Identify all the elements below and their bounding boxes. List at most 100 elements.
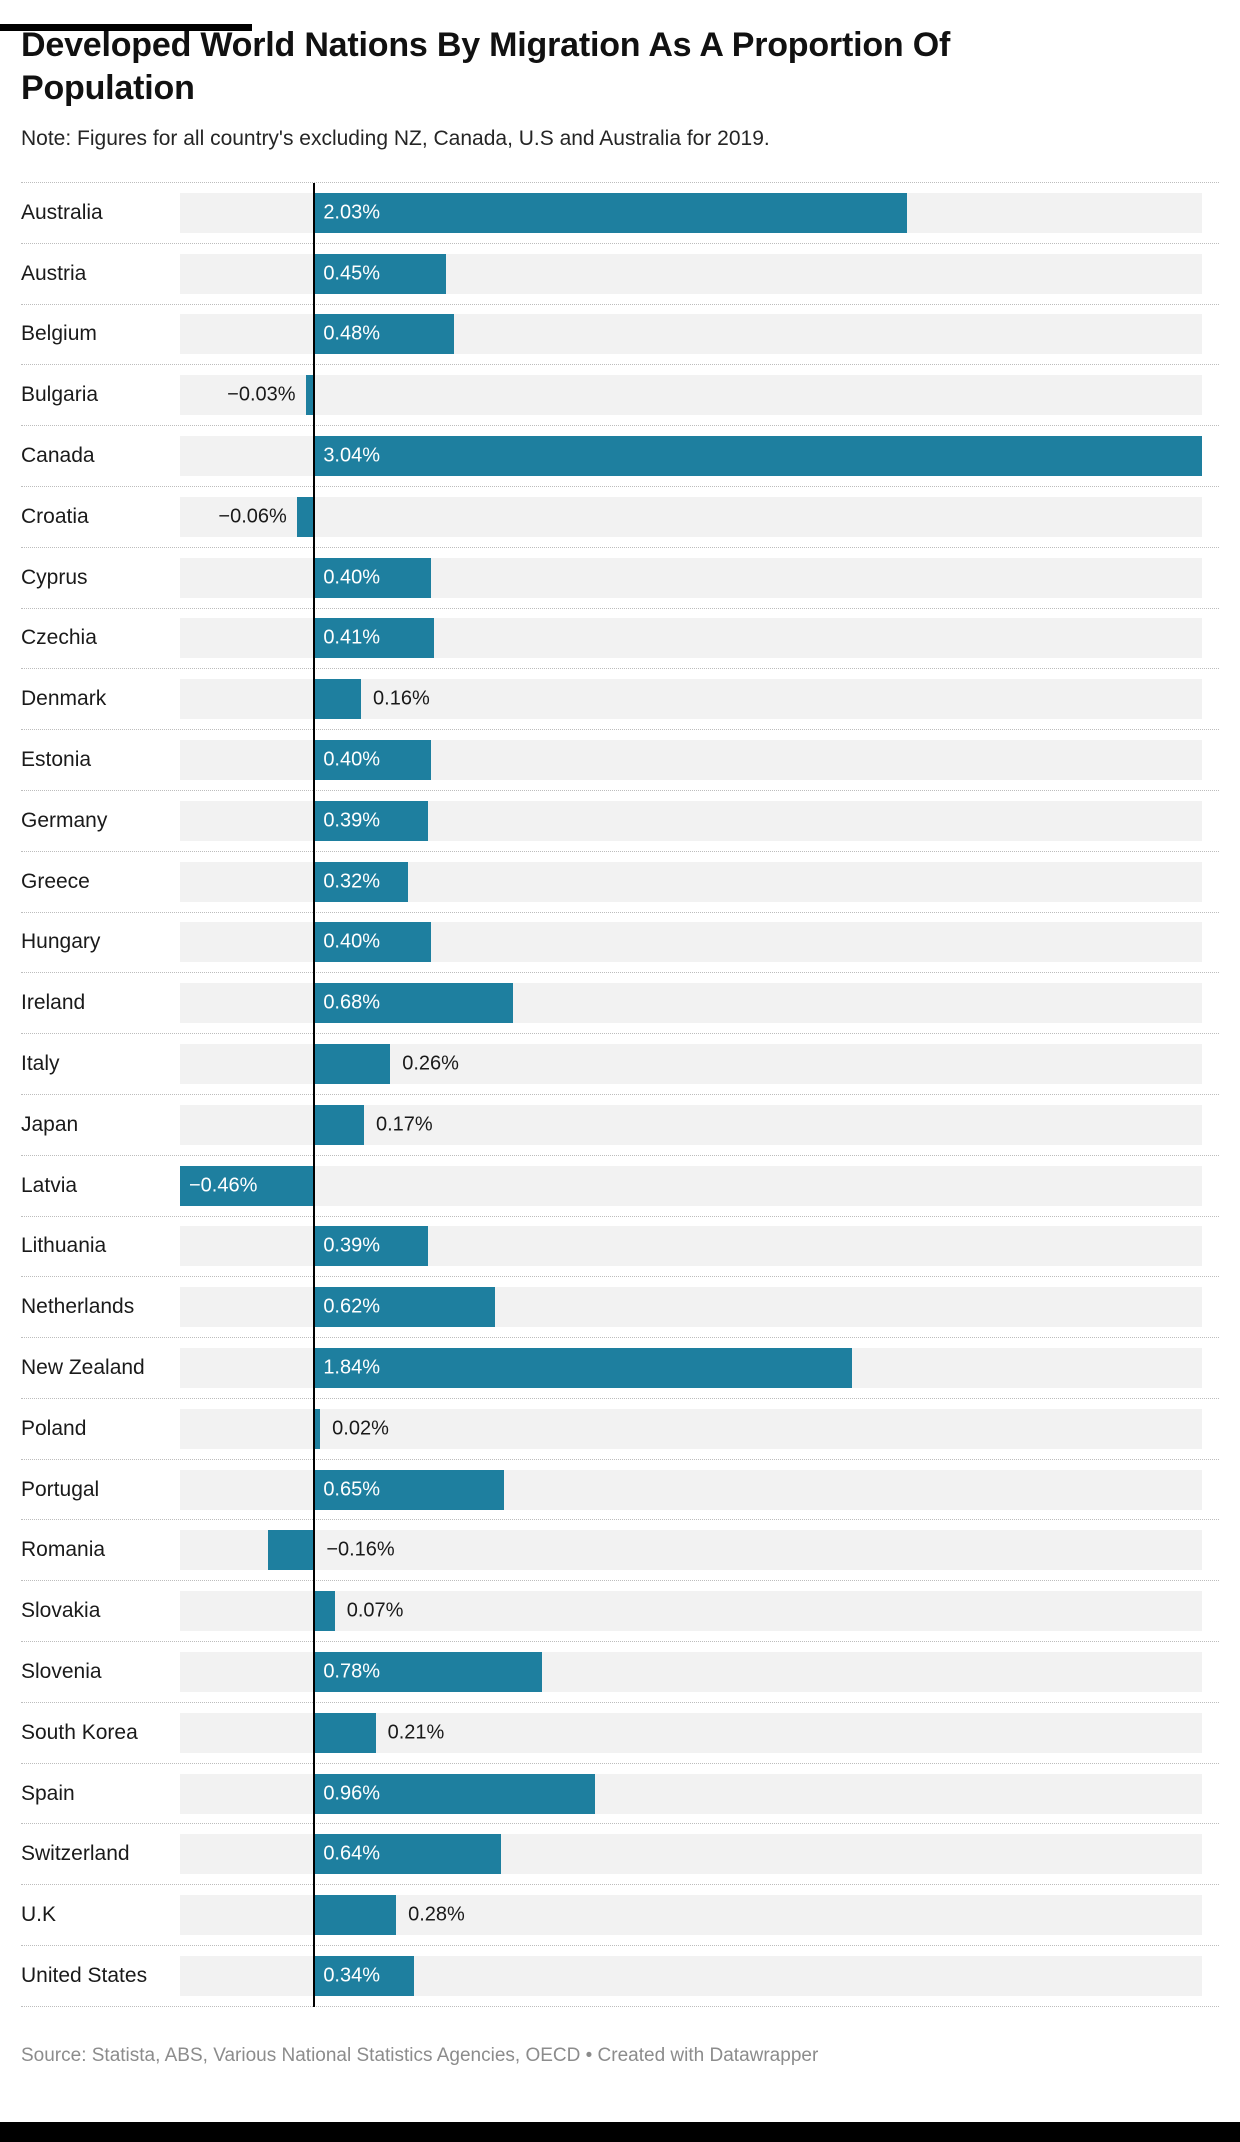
value-label: 0.96%	[323, 1782, 381, 1805]
bar-track: 0.39%	[180, 800, 1202, 841]
chart-row: Germany 0.39%	[21, 791, 1219, 852]
chart-row: Cyprus 0.40%	[21, 548, 1219, 609]
bar[interactable]	[314, 1226, 429, 1267]
country-label: Romania	[21, 1538, 106, 1562]
bar[interactable]	[314, 1287, 496, 1328]
bar[interactable]	[314, 436, 1202, 477]
chart-row: Romania −0.16%	[21, 1520, 1219, 1582]
bar[interactable]	[314, 1895, 397, 1936]
bar[interactable]	[314, 800, 429, 841]
bar[interactable]	[314, 314, 455, 355]
bar[interactable]	[180, 1165, 315, 1206]
bar-track: 2.03%	[180, 192, 1202, 233]
bar[interactable]	[314, 1044, 391, 1084]
country-label: United States	[21, 1963, 148, 1987]
country-label: Slovakia	[21, 1599, 101, 1623]
value-label: 0.39%	[323, 1234, 381, 1257]
country-label: Portugal	[21, 1477, 100, 1501]
country-label: Denmark	[21, 687, 107, 711]
chart-row: Ireland 0.68%	[21, 973, 1219, 1035]
value-label: 0.32%	[323, 870, 381, 893]
bar-track: 0.28%	[180, 1895, 1202, 1936]
bar[interactable]	[314, 922, 432, 963]
top-edge-strip	[0, 24, 252, 31]
bar[interactable]	[314, 740, 432, 781]
chart-row: Austria 0.45%	[21, 244, 1219, 305]
chart-row: Australia 2.03%	[21, 183, 1219, 244]
value-label: −0.16%	[326, 1538, 395, 1561]
bar[interactable]	[314, 192, 908, 233]
chart-row: Hungary 0.40%	[21, 913, 1219, 974]
bar[interactable]	[314, 1408, 321, 1449]
bar[interactable]	[314, 1469, 505, 1510]
bar[interactable]	[314, 679, 362, 720]
source-footer: Source: Statista, ABS, Various National …	[21, 2044, 819, 2066]
country-label: Switzerland	[21, 1842, 130, 1866]
bar-track: 0.45%	[180, 253, 1202, 294]
bar-track: 0.68%	[180, 983, 1202, 1024]
value-label: 0.40%	[323, 930, 381, 953]
bar-track: 0.26%	[180, 1044, 1202, 1084]
chart-title: Developed World Nations By Migration As …	[21, 26, 951, 107]
chart-row: Croatia −0.06%	[21, 487, 1219, 548]
country-label: Italy	[21, 1052, 60, 1075]
chart-row: Estonia 0.40%	[21, 730, 1219, 791]
bar-track: −0.46%	[180, 1165, 1202, 1206]
bar-track: 1.84%	[180, 1347, 1202, 1388]
country-label: Netherlands	[21, 1295, 135, 1319]
value-label: 0.07%	[346, 1599, 404, 1622]
bar-track: −0.16%	[180, 1530, 1202, 1571]
bar-track: 0.02%	[180, 1408, 1202, 1449]
value-label: 0.45%	[323, 262, 381, 285]
bar[interactable]	[314, 253, 446, 294]
country-label: Canada	[21, 444, 95, 468]
chart-row: Latvia −0.46%	[21, 1156, 1219, 1217]
chart-row: Belgium 0.48%	[21, 305, 1219, 366]
bar[interactable]	[314, 618, 435, 659]
country-label: Poland	[21, 1416, 87, 1440]
value-label: 0.62%	[323, 1295, 381, 1318]
chart-row: Japan 0.17%	[21, 1095, 1219, 1156]
bar[interactable]	[296, 496, 315, 537]
value-label: −0.03%	[227, 383, 296, 406]
country-label: Japan	[21, 1112, 79, 1136]
bar[interactable]	[314, 1347, 852, 1388]
bar[interactable]	[314, 1712, 376, 1753]
bar-chart: Australia 2.03% Austria 0.45% Belgium 0.…	[21, 181, 1219, 2007]
country-label: Spain	[21, 1781, 75, 1805]
bar[interactable]	[314, 1104, 364, 1145]
bar-track: 0.65%	[180, 1469, 1202, 1510]
bar-track: −0.06%	[180, 496, 1202, 537]
country-label: Ireland	[21, 991, 86, 1015]
bar[interactable]	[314, 861, 408, 902]
value-label: 2.03%	[323, 201, 381, 224]
chart-rows: Australia 2.03% Austria 0.45% Belgium 0.…	[21, 183, 1219, 2007]
value-label: 0.64%	[323, 1842, 381, 1865]
chart-row: United States 0.34%	[21, 1946, 1219, 2007]
bar-track: 0.16%	[180, 679, 1202, 720]
value-label: 0.39%	[323, 809, 381, 832]
country-label: Slovenia	[21, 1659, 102, 1683]
bar[interactable]	[305, 375, 315, 416]
bar[interactable]	[314, 983, 513, 1024]
country-label: Cyprus	[21, 565, 88, 589]
chart-row: Denmark 0.16%	[21, 669, 1219, 731]
bar[interactable]	[314, 1773, 595, 1814]
value-label: 0.78%	[323, 1660, 381, 1683]
value-label: 0.41%	[323, 626, 381, 649]
chart-row: Italy 0.26%	[21, 1034, 1219, 1095]
bar[interactable]	[314, 557, 432, 598]
bar-track: 0.62%	[180, 1287, 1202, 1328]
bar[interactable]	[314, 1591, 335, 1632]
bar-track: 0.17%	[180, 1104, 1202, 1145]
bar[interactable]	[314, 1651, 543, 1692]
bar[interactable]	[314, 1834, 502, 1875]
value-label: 0.65%	[323, 1478, 381, 1501]
country-label: Bulgaria	[21, 383, 99, 407]
bar[interactable]	[314, 1955, 414, 1996]
bar-track: 3.04%	[180, 436, 1202, 477]
chart-row: U.K 0.28%	[21, 1885, 1219, 1947]
bar-track: 0.21%	[180, 1712, 1202, 1753]
bar[interactable]	[267, 1530, 315, 1571]
bar-track: 0.40%	[180, 922, 1202, 963]
